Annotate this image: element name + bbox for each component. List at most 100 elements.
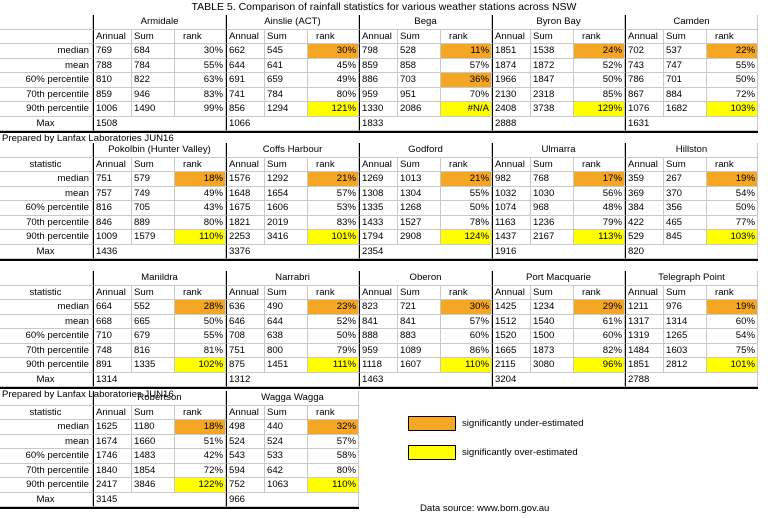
rank-value: 50% xyxy=(175,314,226,329)
column-header: Sum xyxy=(132,157,175,172)
row-label: 70th percentile xyxy=(0,343,93,358)
annual-value: 1074 xyxy=(492,201,531,216)
rank-value: 110% xyxy=(175,230,226,245)
annual-value: 841 xyxy=(359,314,398,329)
max-row: Max 1314 1312 1463 3204 2788 xyxy=(0,372,758,387)
sum-value: 1063 xyxy=(265,478,308,493)
row-label: Max xyxy=(0,372,93,387)
rank-value: 113% xyxy=(574,230,625,245)
annual-value: 498 xyxy=(226,420,265,435)
sum-value: 883 xyxy=(398,329,441,344)
max-value: 3145 xyxy=(93,492,226,507)
station-name: Robertson xyxy=(93,391,226,406)
column-header: rank xyxy=(707,29,758,44)
annual-value: 646 xyxy=(226,314,265,329)
row-label: 60% percentile xyxy=(0,201,93,216)
sum-value: 3846 xyxy=(132,478,175,493)
rank-value: 43% xyxy=(175,201,226,216)
annual-value: 1794 xyxy=(359,230,398,245)
annual-value: 1006 xyxy=(93,102,132,117)
rank-value: 83% xyxy=(308,215,359,230)
sum-value: 749 xyxy=(132,186,175,201)
sum-value: 1236 xyxy=(531,215,574,230)
row-label: 70th percentile xyxy=(0,463,93,478)
station-name: Oberon xyxy=(359,271,492,286)
table-row: 70th percentile 1840 1854 72% 594 642 80% xyxy=(0,463,359,478)
block-divider xyxy=(0,387,758,389)
rank-value: #N/A xyxy=(441,102,492,117)
column-header: Annual xyxy=(625,285,664,300)
sum-value: 1451 xyxy=(265,358,308,373)
table-row: 60% percentile 816 705 43% 1675 1606 53% 1335 12… xyxy=(0,201,758,216)
column-header: rank xyxy=(175,285,226,300)
annual-value: 359 xyxy=(625,172,664,187)
annual-value: 741 xyxy=(226,87,265,102)
column-header: rank xyxy=(574,29,625,44)
column-header: rank xyxy=(308,157,359,172)
annual-value: 752 xyxy=(226,478,265,493)
annual-value: 369 xyxy=(625,186,664,201)
table-row: median 1625 1180 18% 498 440 32% xyxy=(0,420,359,435)
column-header: Sum xyxy=(265,29,308,44)
sum-value: 1265 xyxy=(664,329,707,344)
column-header: Sum xyxy=(132,405,175,420)
column-header: Annual xyxy=(359,29,398,44)
sum-value: 1854 xyxy=(132,463,175,478)
row-label: 70th percentile xyxy=(0,87,93,102)
column-header: Annual xyxy=(226,157,265,172)
max-value: 1916 xyxy=(492,244,625,259)
table-row: median 751 579 18% 1576 1292 21% 1269 1013 21% 982… xyxy=(0,172,758,187)
station-name: Telegraph Point xyxy=(625,271,758,286)
rank-value: 60% xyxy=(574,329,625,344)
column-header: Annual xyxy=(93,29,132,44)
sum-value: 1682 xyxy=(664,102,707,117)
station-name: Manildra xyxy=(93,271,226,286)
annual-value: 891 xyxy=(93,358,132,373)
sum-value: 1292 xyxy=(265,172,308,187)
annual-value: 1118 xyxy=(359,358,398,373)
annual-value: 1851 xyxy=(625,358,664,373)
annual-value: 1211 xyxy=(625,300,664,315)
column-header: Annual xyxy=(359,285,398,300)
column-header: Sum xyxy=(398,285,441,300)
rank-value: 54% xyxy=(707,186,758,201)
sum-value: 858 xyxy=(398,58,441,73)
station-name: Ulmarra xyxy=(492,143,625,158)
statistic-header: statistic xyxy=(0,157,93,172)
sum-value: 822 xyxy=(132,73,175,88)
table-row: mean 788 784 55% 644 641 45% 859 858 57% 1874 1872 5… xyxy=(0,58,758,73)
sum-value: 665 xyxy=(132,314,175,329)
annual-value: 748 xyxy=(93,343,132,358)
column-header: Annual xyxy=(492,285,531,300)
sum-value: 528 xyxy=(398,44,441,59)
rank-value: 57% xyxy=(308,434,359,449)
column-header: rank xyxy=(574,285,625,300)
annual-value: 1746 xyxy=(93,449,132,464)
column-header-row: Annual Sum rank Annual Sum rank Annual Sum rank A… xyxy=(0,29,758,44)
rank-value: 72% xyxy=(707,87,758,102)
max-value: 3376 xyxy=(226,244,359,259)
column-header: rank xyxy=(707,285,758,300)
rank-value: 55% xyxy=(441,186,492,201)
column-header: rank xyxy=(175,405,226,420)
sum-value: 1490 xyxy=(132,102,175,117)
rank-value: 30% xyxy=(308,44,359,59)
rank-value: 110% xyxy=(308,478,359,493)
annual-value: 1330 xyxy=(359,102,398,117)
annual-value: 888 xyxy=(359,329,398,344)
rank-value: 23% xyxy=(308,300,359,315)
sum-value: 638 xyxy=(265,329,308,344)
column-header: Annual xyxy=(226,285,265,300)
annual-value: 823 xyxy=(359,300,398,315)
row-label: 90th percentile xyxy=(0,358,93,373)
annual-value: 859 xyxy=(93,87,132,102)
row-label: Max xyxy=(0,492,93,507)
annual-value: 846 xyxy=(93,215,132,230)
rank-value: 50% xyxy=(308,329,359,344)
row-label: mean xyxy=(0,314,93,329)
rank-value: 11% xyxy=(441,44,492,59)
column-header: Annual xyxy=(93,157,132,172)
annual-value: 959 xyxy=(359,343,398,358)
max-value: 3204 xyxy=(492,372,625,387)
row-label: mean xyxy=(0,58,93,73)
